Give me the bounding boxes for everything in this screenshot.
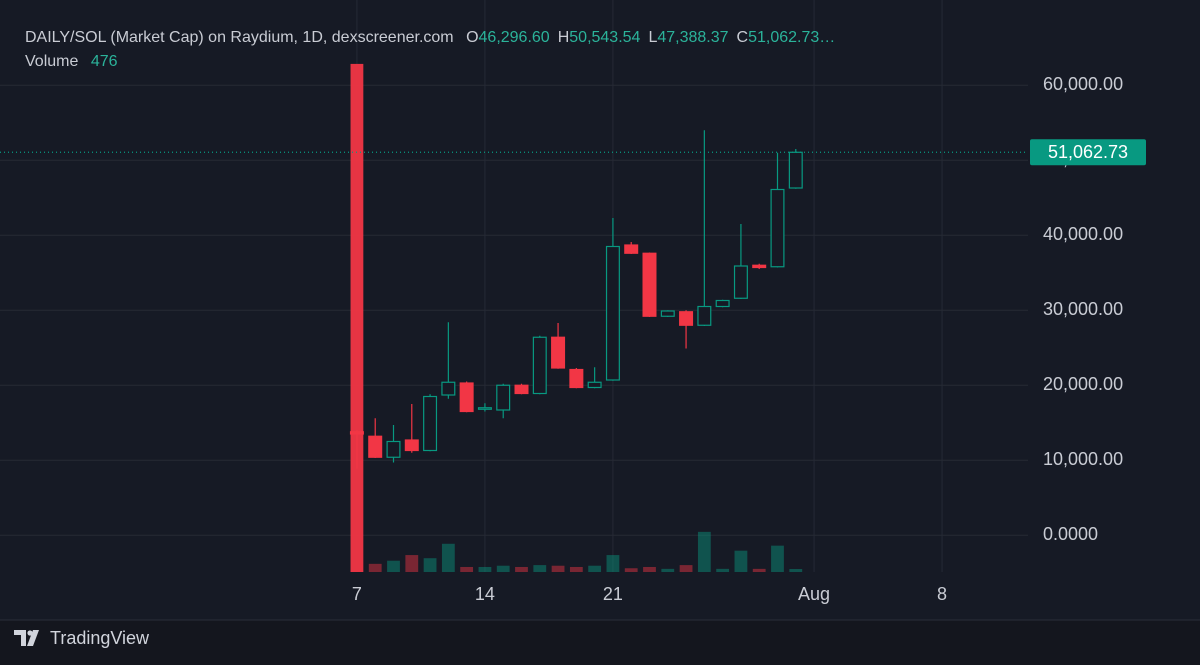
legend: DAILY/SOL (Market Cap) on Raydium, 1D, d… xyxy=(25,26,835,74)
y-tick-label: 60,000.00 xyxy=(1043,74,1123,94)
volume-bar xyxy=(697,531,711,572)
candle-body xyxy=(368,435,383,458)
candle-body xyxy=(679,311,694,326)
ohlc: O46,296.60 H50,543.54 L47,388.37 C51,062.73… xyxy=(458,29,835,46)
legend-value: 46,296.60 xyxy=(478,29,550,46)
brand: TradingView xyxy=(50,628,150,648)
logo xyxy=(14,629,39,646)
x-tick-label: 14 xyxy=(475,584,495,604)
volume-bar xyxy=(350,63,364,573)
volume-bar xyxy=(643,566,656,572)
volume-bar xyxy=(606,555,620,572)
legend-key: H xyxy=(557,29,570,46)
legend-key: O xyxy=(466,29,479,46)
volume-bar xyxy=(423,558,437,572)
legend-title: DAILY/SOL (Market Cap) on Raydium, 1D, d… xyxy=(25,29,454,46)
legend-key: C xyxy=(736,29,749,46)
candle-body xyxy=(752,264,767,269)
candle-body xyxy=(733,265,748,299)
volume-bar xyxy=(716,568,730,572)
volume-bar xyxy=(551,565,565,572)
volume-bar xyxy=(515,566,528,572)
volume-bar xyxy=(496,565,510,572)
candle-body xyxy=(386,440,401,458)
last-price-box xyxy=(1030,139,1146,166)
candle-body xyxy=(660,310,675,317)
candle-body xyxy=(496,384,511,411)
footer: TradingView xyxy=(14,628,149,649)
last-price-label: 51,062.73 xyxy=(1048,142,1128,162)
volume-value: 476 xyxy=(90,53,118,70)
candle-body xyxy=(349,431,364,435)
volume-bar xyxy=(752,568,766,572)
candle-body xyxy=(642,252,657,317)
volume-bar xyxy=(533,565,547,572)
candle-body xyxy=(715,299,730,308)
candle-body xyxy=(624,244,639,254)
volume-bar xyxy=(771,545,784,572)
volume-row: Volume 476 xyxy=(25,50,835,74)
candle-body xyxy=(697,305,712,326)
legend-value: 47,388.37 xyxy=(657,29,729,46)
volume-bar xyxy=(441,543,455,572)
candle-body xyxy=(441,381,456,396)
y-tick-label: 20,000.00 xyxy=(1043,374,1123,394)
volume-label: Volume xyxy=(25,53,79,70)
legend-row: DAILY/SOL (Market Cap) on Raydium, 1D, d… xyxy=(25,26,835,50)
x-tick-label: Aug xyxy=(798,584,830,604)
volume-bar xyxy=(405,555,419,572)
x-tick-label: 21 xyxy=(603,584,623,604)
volume-bar xyxy=(679,565,693,572)
volume-bar xyxy=(624,568,638,572)
volume-bar xyxy=(734,550,748,572)
y-tick-label: 10,000.00 xyxy=(1043,449,1123,469)
candle-body xyxy=(770,188,785,268)
candle-body xyxy=(477,407,492,410)
x-tick-label: 7 xyxy=(352,584,362,604)
y-tick-label: 0.0000 xyxy=(1043,524,1098,544)
candle-body xyxy=(605,245,620,381)
y-tick-label: 30,000.00 xyxy=(1043,299,1123,319)
volume-bar xyxy=(368,563,382,572)
candle-body xyxy=(788,151,803,189)
candle-body xyxy=(404,439,419,452)
candle-body xyxy=(569,368,584,389)
legend-value: 51,062.73… xyxy=(748,29,836,46)
legend-value: 50,543.54 xyxy=(569,29,641,46)
legend-key: L xyxy=(648,29,658,46)
candle-body xyxy=(551,336,566,369)
volume-bar xyxy=(478,566,492,572)
candle-body xyxy=(514,384,529,395)
volume-bar xyxy=(661,568,675,572)
volume-bar xyxy=(588,565,602,572)
volume-bar xyxy=(387,560,400,572)
y-tick-label: 40,000.00 xyxy=(1043,224,1123,244)
volume-bar xyxy=(789,569,803,572)
candle-body xyxy=(532,336,547,395)
volume-bar xyxy=(569,566,583,572)
volume-bar xyxy=(460,566,474,572)
candle-body xyxy=(423,395,438,452)
x-tick-label: 8 xyxy=(937,584,947,604)
candle-body xyxy=(587,381,602,389)
candle-body xyxy=(459,382,474,413)
